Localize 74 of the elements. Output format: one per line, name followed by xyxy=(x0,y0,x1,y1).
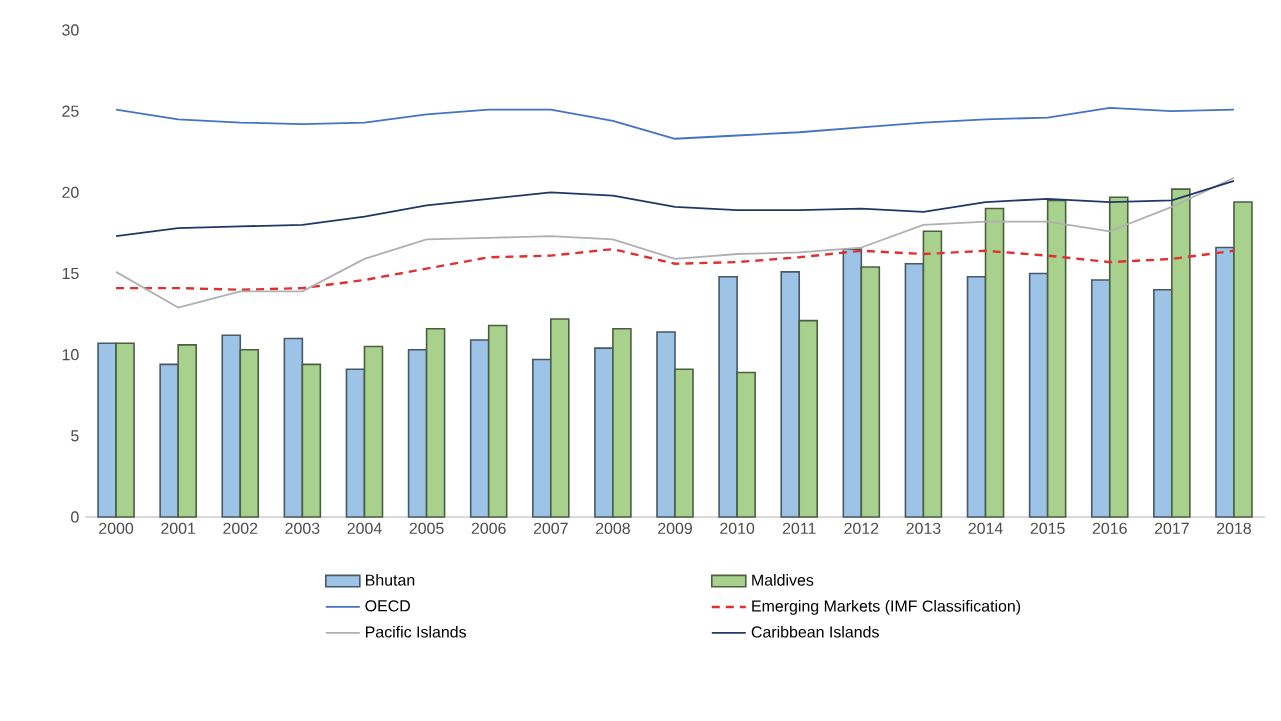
legend-label: Caribbean Islands xyxy=(751,625,879,638)
x-tick-label: 2001 xyxy=(161,522,196,534)
bar xyxy=(283,337,304,518)
x-tick-label: 2006 xyxy=(471,522,506,534)
legend-label: OECD xyxy=(365,600,410,612)
bar xyxy=(594,347,614,518)
bar xyxy=(922,230,943,518)
line-series xyxy=(114,247,1236,291)
bar xyxy=(780,271,801,518)
bar xyxy=(1108,196,1129,518)
bar xyxy=(345,368,366,518)
bar xyxy=(550,318,570,518)
x-tick-label: 2007 xyxy=(533,522,568,534)
bar xyxy=(221,334,242,518)
x-tick-label: 2002 xyxy=(223,522,258,534)
y-tick-label: 15 xyxy=(62,267,79,280)
y-tick-label: 0 xyxy=(71,511,79,523)
x-tick-label: 2013 xyxy=(906,522,941,534)
bar xyxy=(1090,279,1111,518)
bar xyxy=(177,344,197,518)
bar xyxy=(656,331,676,518)
bar xyxy=(487,324,508,518)
y-tick-label: 20 xyxy=(62,186,79,198)
bar xyxy=(842,248,863,518)
bar xyxy=(984,207,1005,518)
bar xyxy=(1153,288,1173,518)
x-tick-label: 2000 xyxy=(99,522,134,534)
bar xyxy=(1046,199,1067,518)
bar xyxy=(904,262,925,518)
x-tick-label: 2008 xyxy=(595,522,630,534)
bar xyxy=(798,319,819,518)
legend-label: Emerging Markets (IMF Classification) xyxy=(752,599,1021,615)
bar xyxy=(674,368,694,518)
y-tick-label: 5 xyxy=(71,430,79,442)
y-tick-label: 25 xyxy=(62,105,79,117)
x-tick-label: 2016 xyxy=(1092,522,1127,534)
bar xyxy=(1215,246,1235,518)
x-tick-label: 2009 xyxy=(658,522,692,534)
y-tick-label: 30 xyxy=(62,24,79,36)
bar xyxy=(1171,188,1191,518)
bar xyxy=(363,345,384,518)
x-tick-label: 2005 xyxy=(409,522,444,534)
line-series xyxy=(115,107,1235,140)
legend-label: Bhutan xyxy=(366,574,415,586)
line-series xyxy=(115,180,1235,238)
x-tick-label: 2014 xyxy=(968,522,1003,534)
bar xyxy=(966,275,987,518)
x-tick-label: 2004 xyxy=(347,522,382,534)
x-tick-label: 2012 xyxy=(844,522,879,534)
line-series xyxy=(115,176,1235,309)
bar xyxy=(718,275,738,518)
x-tick-label: 2018 xyxy=(1217,522,1251,534)
bar xyxy=(532,358,552,518)
bar xyxy=(1233,201,1253,518)
bar xyxy=(301,363,322,518)
legend-label: Maldives xyxy=(752,574,814,586)
x-tick-label: 2011 xyxy=(782,522,816,534)
x-tick-label: 2003 xyxy=(285,522,320,534)
legend-label: Pacific Islands xyxy=(366,625,466,638)
bar xyxy=(425,327,446,518)
bar xyxy=(1028,272,1049,518)
bar xyxy=(97,342,117,518)
bar xyxy=(159,363,179,518)
x-tick-label: 2010 xyxy=(720,522,755,534)
y-tick-label: 10 xyxy=(62,349,79,361)
bar xyxy=(239,349,260,518)
bar xyxy=(736,371,756,518)
bar xyxy=(469,339,490,518)
x-tick-label: 2017 xyxy=(1154,522,1189,534)
bar xyxy=(860,266,881,518)
bar xyxy=(115,342,135,518)
bar xyxy=(407,349,428,518)
bar xyxy=(612,327,632,518)
x-tick-label: 2015 xyxy=(1030,522,1065,534)
